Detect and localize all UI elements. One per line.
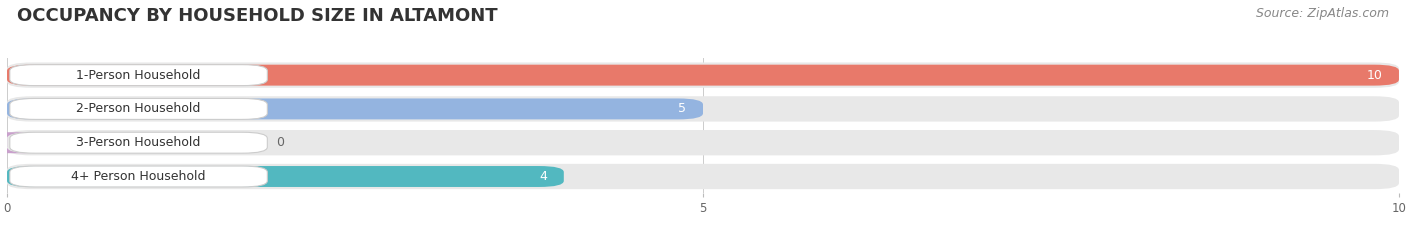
Text: 1-Person Household: 1-Person Household bbox=[76, 69, 201, 82]
FancyBboxPatch shape bbox=[7, 164, 1399, 189]
FancyBboxPatch shape bbox=[10, 99, 267, 119]
FancyBboxPatch shape bbox=[10, 132, 267, 153]
Text: Source: ZipAtlas.com: Source: ZipAtlas.com bbox=[1256, 7, 1389, 20]
Text: 0: 0 bbox=[276, 136, 284, 149]
FancyBboxPatch shape bbox=[7, 62, 1399, 88]
Text: 4: 4 bbox=[540, 170, 547, 183]
Text: 4+ Person Household: 4+ Person Household bbox=[72, 170, 205, 183]
FancyBboxPatch shape bbox=[0, 132, 32, 153]
Text: 10: 10 bbox=[1367, 69, 1382, 82]
Text: 5: 5 bbox=[678, 103, 686, 115]
Text: OCCUPANCY BY HOUSEHOLD SIZE IN ALTAMONT: OCCUPANCY BY HOUSEHOLD SIZE IN ALTAMONT bbox=[17, 7, 498, 25]
FancyBboxPatch shape bbox=[7, 130, 1399, 155]
FancyBboxPatch shape bbox=[7, 166, 564, 187]
FancyBboxPatch shape bbox=[10, 65, 267, 86]
FancyBboxPatch shape bbox=[7, 65, 1399, 86]
FancyBboxPatch shape bbox=[7, 99, 703, 119]
Text: 3-Person Household: 3-Person Household bbox=[76, 136, 201, 149]
FancyBboxPatch shape bbox=[10, 166, 267, 187]
FancyBboxPatch shape bbox=[7, 96, 1399, 122]
Text: 2-Person Household: 2-Person Household bbox=[76, 103, 201, 115]
